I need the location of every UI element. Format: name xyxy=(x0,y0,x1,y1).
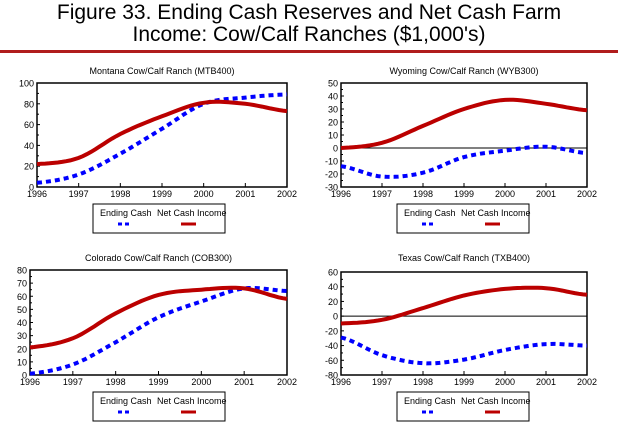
y-tick-label: -60 xyxy=(325,356,338,366)
series-line-ending-cash xyxy=(29,285,288,376)
chart-title: Texas Cow/Calf Ranch (TXB400) xyxy=(398,253,530,263)
chart-title: Wyoming Cow/Calf Ranch (WYB300) xyxy=(390,66,539,76)
x-tick-label: 2001 xyxy=(536,189,556,199)
series-line-net-cash-income xyxy=(36,99,288,167)
title-rule xyxy=(0,50,618,53)
y-tick-label: -80 xyxy=(325,371,338,381)
y-tick-label: -40 xyxy=(325,341,338,351)
y-tick-label: 60 xyxy=(17,292,27,302)
x-tick-label: 1996 xyxy=(331,189,351,199)
chart-panel-1: Wyoming Cow/Calf Ranch (WYB300) -30 -20 -10… xyxy=(325,66,597,234)
x-tick-label: 1997 xyxy=(63,377,83,387)
figure-title-line1: Figure 33. Ending Cash Reserves and Net … xyxy=(56,1,562,24)
legend: Ending Cash Net Cash Income xyxy=(396,203,531,234)
y-tick-label: 40 xyxy=(328,92,338,102)
legend: Ending Cash Net Cash Income xyxy=(396,391,531,422)
legend-label-ending-cash: Ending Cash xyxy=(404,396,456,406)
y-tick-label: 50 xyxy=(328,79,338,89)
chart-panel-3: Texas Cow/Calf Ranch (TXB400) -80 -60 -40 -2… xyxy=(325,253,597,422)
y-tick-label: 10 xyxy=(17,357,27,367)
y-tick-label: 60 xyxy=(328,268,338,278)
y-tick-label: -10 xyxy=(325,157,338,167)
legend-label-ending-cash: Ending Cash xyxy=(100,396,152,406)
x-tick-label: 1999 xyxy=(148,377,168,387)
x-tick-label: 2000 xyxy=(495,377,515,387)
y-tick-label: 40 xyxy=(328,282,338,292)
x-tick-label: 2001 xyxy=(536,377,556,387)
legend-box xyxy=(396,203,530,234)
legend-label-net-cash-income: Net Cash Income xyxy=(157,208,227,218)
chart-panel-0: Montana Cow/Calf Ranch (MTB400) 0 20 40 60 80… xyxy=(19,66,297,234)
chart-panel-2: Colorado Cow/Calf Ranch (COB300) 0 10 20 30 4… xyxy=(17,253,297,422)
y-tick-label: 40 xyxy=(17,318,27,328)
x-tick-label: 1999 xyxy=(454,377,474,387)
y-tick-label: -30 xyxy=(325,183,338,193)
x-tick-label: 1996 xyxy=(20,377,40,387)
x-tick-label: 1998 xyxy=(413,377,433,387)
legend: Ending Cash Net Cash Income xyxy=(92,391,227,422)
y-tick-label: -20 xyxy=(325,170,338,180)
y-tick-label: 60 xyxy=(24,120,34,130)
x-tick-label: 2002 xyxy=(277,189,297,199)
y-tick-label: 10 xyxy=(328,131,338,141)
y-tick-label: 0 xyxy=(22,371,27,381)
series-line-net-cash-income xyxy=(340,97,588,150)
legend-box xyxy=(396,391,530,422)
x-tick-label: 1997 xyxy=(69,189,89,199)
y-tick-label: -20 xyxy=(325,326,338,336)
y-tick-label: 20 xyxy=(328,297,338,307)
y-tick-label: 80 xyxy=(17,266,27,276)
legend-box xyxy=(92,203,226,234)
y-tick-label: 100 xyxy=(19,79,34,89)
x-tick-label: 1998 xyxy=(110,189,130,199)
legend: Ending Cash Net Cash Income xyxy=(92,203,227,234)
chart-title: Montana Cow/Calf Ranch (MTB400) xyxy=(89,66,234,76)
y-tick-label: 30 xyxy=(17,331,27,341)
x-tick-label: 1997 xyxy=(372,189,392,199)
plot-frame xyxy=(29,269,288,376)
x-tick-label: 1999 xyxy=(152,189,172,199)
x-tick-label: 1998 xyxy=(413,189,433,199)
legend-label-net-cash-income: Net Cash Income xyxy=(157,396,227,406)
x-tick-label: 2000 xyxy=(194,189,214,199)
legend-label-net-cash-income: Net Cash Income xyxy=(461,208,531,218)
y-tick-label: 50 xyxy=(17,305,27,315)
y-tick-label: 20 xyxy=(24,162,34,172)
x-tick-label: 2000 xyxy=(495,189,515,199)
plot-frame xyxy=(340,82,588,188)
x-tick-label: 1997 xyxy=(372,377,392,387)
series-line-net-cash-income xyxy=(340,285,588,326)
x-tick-label: 1999 xyxy=(454,189,474,199)
series-line-ending-cash xyxy=(340,144,588,179)
x-tick-label: 1998 xyxy=(106,377,126,387)
y-tick-label: 0 xyxy=(29,183,34,193)
x-tick-label: 2002 xyxy=(577,189,597,199)
y-tick-label: 0 xyxy=(333,144,338,154)
x-tick-label: 2001 xyxy=(234,377,254,387)
y-tick-label: 30 xyxy=(328,105,338,115)
legend-box xyxy=(92,391,226,422)
x-tick-label: 1996 xyxy=(331,377,351,387)
figure-title: Figure 33. Ending Cash Reserves and Net … xyxy=(0,2,618,46)
series-line-ending-cash xyxy=(36,92,288,185)
y-tick-label: 0 xyxy=(333,312,338,322)
y-tick-label: 20 xyxy=(328,118,338,128)
x-tick-label: 2002 xyxy=(277,377,297,387)
y-tick-label: 20 xyxy=(17,344,27,354)
y-tick-label: 40 xyxy=(24,141,34,151)
y-tick-label: 80 xyxy=(24,99,34,109)
x-tick-label: 1996 xyxy=(27,189,47,199)
chart-title: Colorado Cow/Calf Ranch (COB300) xyxy=(85,253,232,263)
plot-frame xyxy=(36,82,288,188)
legend-label-net-cash-income: Net Cash Income xyxy=(461,396,531,406)
legend-label-ending-cash: Ending Cash xyxy=(404,208,456,218)
x-tick-label: 2000 xyxy=(191,377,211,387)
x-tick-label: 2001 xyxy=(235,189,255,199)
figure-title-line2: Income: Cow/Calf Ranches ($1,000's) xyxy=(132,23,486,46)
x-tick-label: 2002 xyxy=(577,377,597,387)
legend-label-ending-cash: Ending Cash xyxy=(100,208,152,218)
series-line-net-cash-income xyxy=(29,285,288,350)
y-tick-label: 70 xyxy=(17,279,27,289)
